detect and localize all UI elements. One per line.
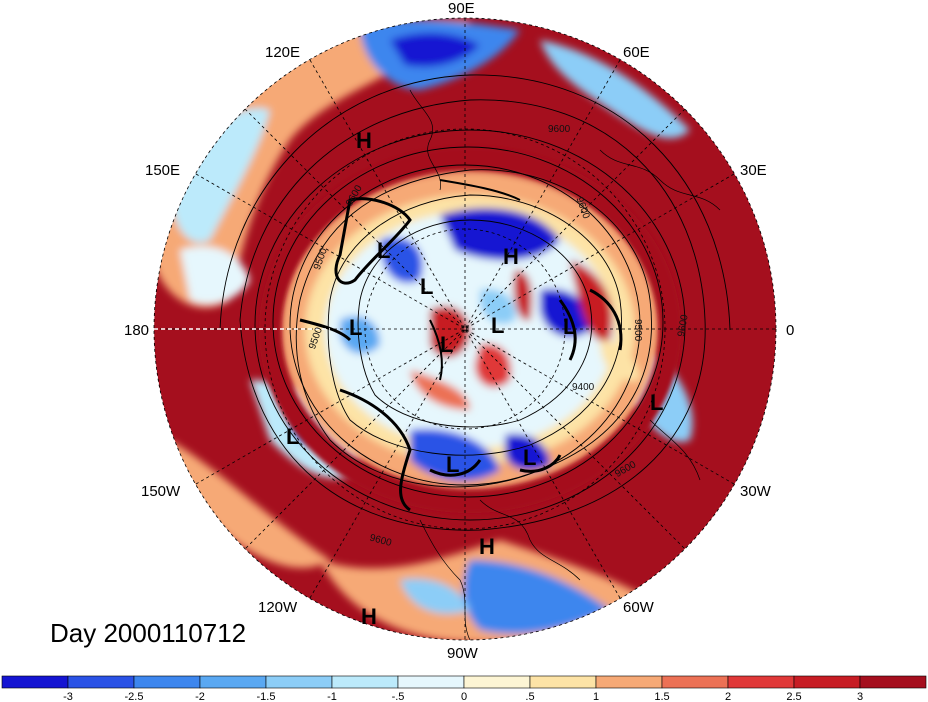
graticule [154,18,776,640]
low-marker: L [349,315,362,340]
low-marker: L [440,332,453,357]
high-marker: H [503,244,519,269]
contour-label: 9500 [632,319,643,342]
colorbar-tick-label: 2 [725,691,731,702]
colorbar-tick-label: 2.5 [786,691,801,702]
colorbar-swatch [331,675,399,689]
lon-label-150e: 150E [145,162,180,179]
colorbar-tick-label: 1.5 [654,691,669,702]
colorbar-swatch [1,675,69,689]
lon-label-90w: 90W [447,645,479,662]
lon-label-30w: 30W [740,483,772,500]
low-marker: L [563,314,576,339]
lon-label-0: 0 [786,322,794,339]
colorbar-tick-label: -1.5 [257,691,276,702]
colorbar-swatch [661,675,729,689]
lon-label-30e: 30E [740,162,767,179]
high-marker: H [361,604,377,629]
colorbar-swatch [793,675,861,689]
low-marker: L [286,424,299,449]
colorbar-tick-label: 1 [593,691,599,702]
colorbar-tick-label: -.5 [392,691,405,702]
low-marker: L [650,390,663,415]
height-contours [219,74,731,640]
lon-label-180: 180 [124,322,149,339]
longitude-labels: 90E 60E 120E 30E 150E 0 180 30W 150W 60W… [124,0,794,662]
colorbar-swatch [727,675,795,689]
low-marker: L [523,445,536,470]
high-marker: H [479,534,495,559]
lon-label-120w: 120W [258,599,298,616]
colorbar-swatch [199,675,267,689]
low-marker: L [446,452,459,477]
contour-label: 9600 [676,313,691,337]
colorbar-swatch [397,675,465,689]
day-label: Day 2000110712 [50,618,247,648]
colorbar-swatch [133,675,201,689]
pressure-centers: H H H H L L L L L L L L L L [286,128,663,629]
colorbar-swatch [859,675,927,689]
contour-label: 9600 [548,124,571,135]
colorbar: -3 -2.5 -2 -1.5 -1 -.5 0 .5 1 1.5 2 2.5 3 [1,675,927,702]
lon-label-60e: 60E [623,44,650,61]
colorbar-tick-label: -2 [195,691,205,702]
lon-label-60w: 60W [623,599,655,616]
colorbar-tick-label: -3 [63,691,73,702]
colorbar-swatch [529,675,597,689]
colorbar-tick-label: 0 [461,691,467,702]
lon-label-120e: 120E [265,44,300,61]
map-border [153,17,777,641]
colorbar-tick-label: 3 [857,691,863,702]
low-marker: L [420,274,433,299]
colorbar-swatch [595,675,663,689]
low-marker: L [491,313,504,338]
contour-label: 9400 [572,382,595,393]
colorbar-swatch [463,675,531,689]
low-marker: L [377,238,390,263]
colorbar-tick-label: -2.5 [125,691,144,702]
lon-label-90e: 90E [448,0,475,17]
colorbar-tick-label: -1 [327,691,337,702]
colorbar-swatch [265,675,333,689]
high-marker: H [356,128,372,153]
colorbar-swatch [67,675,135,689]
colorbar-tick-label: .5 [525,691,534,702]
lon-label-150w: 150W [141,483,181,500]
